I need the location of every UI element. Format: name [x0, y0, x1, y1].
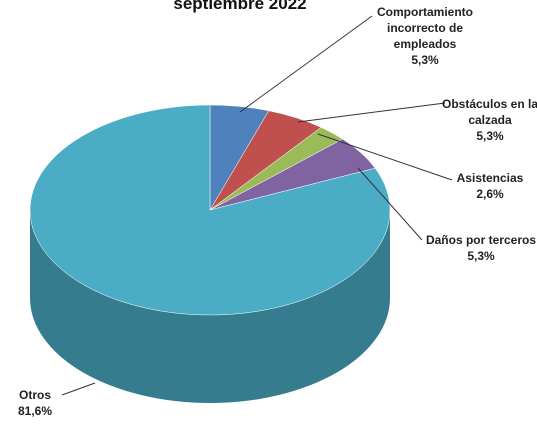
- value-label: 81,6%: [17, 404, 53, 418]
- slice: [29, 104, 391, 316]
- slice-label: Obstáculos en la calzada 5,3%: [435, 96, 537, 144]
- category: Obstáculos en la calzada: [441, 97, 537, 127]
- leader-line: [357, 167, 423, 241]
- leader-line: [239, 15, 373, 113]
- category: Otros: [18, 388, 51, 402]
- slice-label: Comportamiento incorrecto de empleados 5,…: [360, 4, 490, 68]
- slice-label: Asistencias 2,6%: [445, 170, 535, 202]
- leader-line: [297, 102, 446, 123]
- value-label: 5,3%: [411, 53, 439, 67]
- value-label: 5,3%: [476, 129, 504, 143]
- pie: [29, 104, 391, 403]
- leader-line: [61, 382, 96, 396]
- category: Comportamiento incorrecto de empleados: [377, 5, 473, 51]
- category: Daños por terceros: [425, 233, 537, 247]
- slice-label: Otros 81,6%: [10, 387, 60, 419]
- value-label: 5,3%: [467, 249, 495, 263]
- slice-label: Daños por terceros 5,3%: [425, 232, 537, 264]
- chart-title: septiembre 2022: [173, 0, 307, 13]
- value-label: 2,6%: [476, 187, 504, 201]
- category: Asistencias: [456, 171, 524, 185]
- leader-line: [317, 133, 453, 181]
- slice-side: [30, 210, 390, 403]
